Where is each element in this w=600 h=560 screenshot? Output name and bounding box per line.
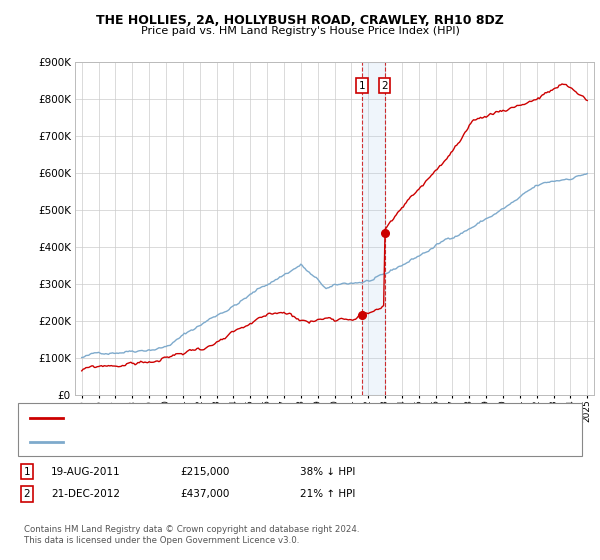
Bar: [362, 62, 385, 395]
Text: Contains HM Land Registry data © Crown copyright and database right 2024.
This d: Contains HM Land Registry data © Crown c…: [24, 525, 359, 545]
Text: 21% ↑ HPI: 21% ↑ HPI: [300, 489, 355, 499]
Text: 21-DEC-2012: 21-DEC-2012: [51, 489, 120, 499]
Text: £437,000: £437,000: [180, 489, 229, 499]
Text: Price paid vs. HM Land Registry's House Price Index (HPI): Price paid vs. HM Land Registry's House …: [140, 26, 460, 36]
Text: 2: 2: [23, 489, 31, 499]
Text: 1: 1: [23, 466, 31, 477]
Text: HPI: Average price, detached house, Crawley: HPI: Average price, detached house, Craw…: [69, 436, 289, 446]
Text: THE HOLLIES, 2A, HOLLYBUSH ROAD, CRAWLEY, RH10 8DZ: THE HOLLIES, 2A, HOLLYBUSH ROAD, CRAWLEY…: [96, 14, 504, 27]
Text: 1: 1: [359, 81, 365, 91]
Text: THE HOLLIES, 2A, HOLLYBUSH ROAD, CRAWLEY, RH10 8DZ (detached house): THE HOLLIES, 2A, HOLLYBUSH ROAD, CRAWLEY…: [69, 413, 446, 423]
Text: 38% ↓ HPI: 38% ↓ HPI: [300, 466, 355, 477]
Text: £215,000: £215,000: [180, 466, 229, 477]
Text: 2: 2: [381, 81, 388, 91]
Text: 19-AUG-2011: 19-AUG-2011: [51, 466, 121, 477]
